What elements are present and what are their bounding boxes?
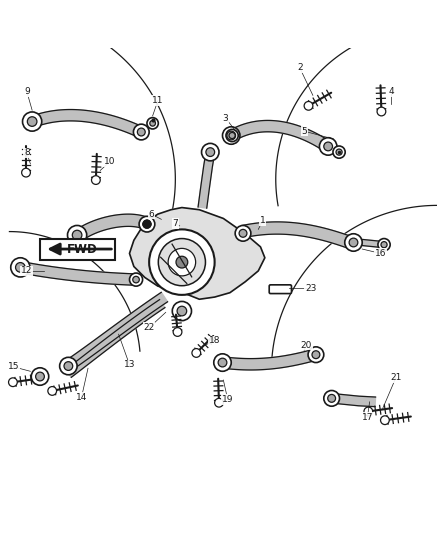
Circle shape	[9, 378, 17, 386]
Circle shape	[378, 239, 390, 251]
Circle shape	[226, 130, 238, 142]
Circle shape	[60, 357, 77, 375]
Circle shape	[158, 239, 205, 286]
Circle shape	[308, 347, 324, 362]
Circle shape	[364, 407, 373, 416]
Circle shape	[31, 368, 49, 385]
Circle shape	[134, 124, 149, 140]
Text: 2: 2	[297, 63, 303, 72]
Circle shape	[150, 120, 155, 126]
FancyBboxPatch shape	[40, 239, 115, 260]
Text: 8: 8	[24, 149, 30, 157]
Text: FWD: FWD	[67, 243, 98, 255]
Circle shape	[349, 238, 358, 247]
Circle shape	[328, 394, 336, 402]
Circle shape	[27, 117, 37, 126]
Circle shape	[149, 229, 215, 295]
Text: 15: 15	[8, 362, 20, 372]
Text: 1: 1	[260, 216, 265, 225]
FancyBboxPatch shape	[269, 285, 291, 294]
Circle shape	[133, 276, 139, 283]
Circle shape	[72, 230, 82, 240]
Circle shape	[324, 142, 332, 151]
Circle shape	[336, 149, 342, 155]
Circle shape	[22, 112, 42, 131]
Text: 20: 20	[300, 341, 312, 350]
Polygon shape	[32, 110, 143, 137]
Polygon shape	[242, 222, 352, 248]
Circle shape	[64, 362, 73, 370]
Circle shape	[235, 225, 251, 241]
Circle shape	[173, 328, 182, 336]
Polygon shape	[223, 349, 317, 370]
Circle shape	[35, 372, 44, 381]
Circle shape	[11, 258, 30, 277]
Polygon shape	[198, 152, 215, 208]
Circle shape	[15, 263, 25, 272]
Circle shape	[192, 349, 201, 357]
Text: 5: 5	[301, 127, 307, 136]
Circle shape	[215, 398, 223, 407]
Polygon shape	[76, 214, 147, 240]
Circle shape	[21, 168, 30, 177]
Text: 18: 18	[209, 336, 220, 345]
Circle shape	[206, 148, 215, 157]
Text: 17: 17	[362, 413, 373, 422]
Text: 19: 19	[222, 395, 233, 404]
Text: 22: 22	[144, 323, 155, 332]
Text: 9: 9	[24, 87, 30, 96]
Text: 23: 23	[305, 284, 316, 293]
Text: 6: 6	[148, 209, 154, 219]
Circle shape	[319, 138, 337, 155]
Circle shape	[381, 241, 387, 248]
Circle shape	[172, 302, 191, 321]
Circle shape	[312, 351, 320, 359]
Circle shape	[176, 256, 188, 268]
Circle shape	[214, 354, 231, 372]
Text: 10: 10	[104, 157, 116, 166]
Circle shape	[229, 133, 235, 139]
Circle shape	[223, 127, 240, 144]
Circle shape	[218, 358, 227, 367]
Text: 3: 3	[223, 114, 229, 123]
Circle shape	[92, 176, 100, 184]
Circle shape	[345, 234, 362, 251]
Polygon shape	[230, 120, 330, 151]
Circle shape	[324, 391, 339, 406]
Circle shape	[333, 146, 345, 158]
Circle shape	[177, 306, 187, 316]
Circle shape	[381, 416, 389, 425]
Circle shape	[130, 273, 143, 286]
Circle shape	[139, 216, 155, 232]
Circle shape	[201, 143, 219, 161]
Circle shape	[48, 386, 57, 395]
Circle shape	[67, 225, 87, 245]
Circle shape	[304, 101, 313, 110]
Polygon shape	[362, 239, 384, 248]
Polygon shape	[332, 393, 375, 407]
Polygon shape	[67, 292, 168, 369]
Circle shape	[377, 107, 386, 116]
Circle shape	[143, 220, 151, 229]
Circle shape	[168, 248, 196, 276]
Polygon shape	[130, 207, 265, 299]
Circle shape	[143, 220, 151, 228]
Text: 21: 21	[390, 373, 402, 382]
Polygon shape	[65, 300, 165, 377]
Text: 12: 12	[21, 266, 32, 276]
Circle shape	[147, 118, 158, 129]
Text: 7: 7	[173, 219, 178, 228]
Text: 11: 11	[152, 96, 164, 105]
Circle shape	[239, 229, 247, 237]
Text: 13: 13	[124, 360, 135, 369]
Circle shape	[227, 131, 236, 140]
Text: 4: 4	[389, 87, 394, 96]
Text: 16: 16	[375, 249, 386, 258]
Polygon shape	[21, 262, 136, 285]
Text: 14: 14	[76, 393, 87, 402]
Circle shape	[138, 128, 145, 136]
